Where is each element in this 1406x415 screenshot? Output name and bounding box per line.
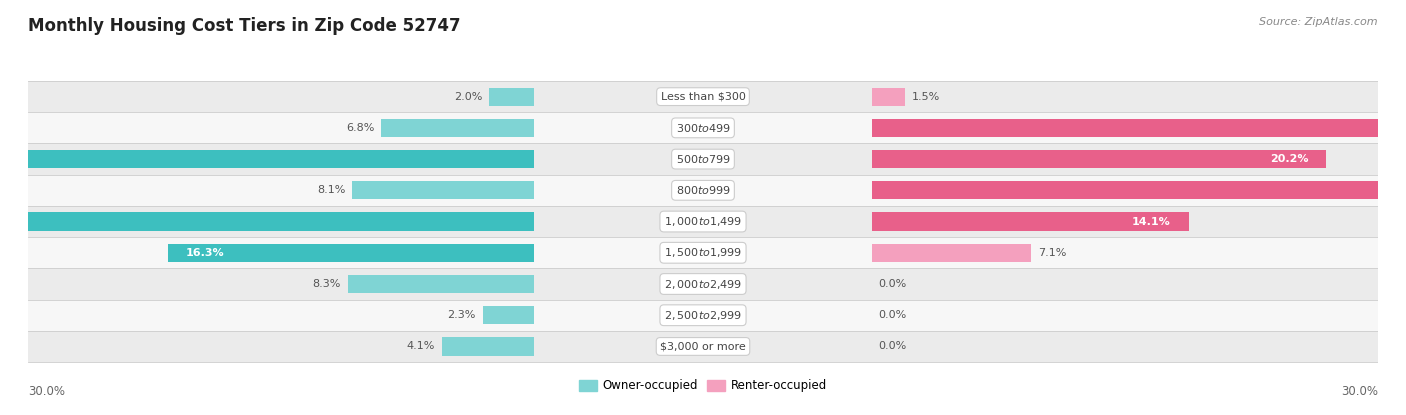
Text: 0.0%: 0.0%: [879, 342, 907, 352]
Bar: [352, 181, 534, 199]
Text: 7.1%: 7.1%: [1038, 248, 1067, 258]
Bar: [28, 81, 1378, 112]
Text: 0.0%: 0.0%: [879, 279, 907, 289]
Bar: [28, 300, 1378, 331]
Bar: [482, 306, 534, 324]
Bar: [872, 150, 1326, 168]
Text: 1.5%: 1.5%: [912, 92, 941, 102]
Bar: [872, 119, 1406, 137]
Text: $300 to $499: $300 to $499: [675, 122, 731, 134]
Text: Monthly Housing Cost Tiers in Zip Code 52747: Monthly Housing Cost Tiers in Zip Code 5…: [28, 17, 461, 34]
Bar: [28, 237, 1378, 269]
Bar: [489, 88, 534, 106]
Text: $2,500 to $2,999: $2,500 to $2,999: [664, 309, 742, 322]
Text: 25.2%: 25.2%: [0, 154, 24, 164]
Bar: [0, 150, 534, 168]
Text: 6.8%: 6.8%: [346, 123, 374, 133]
Text: 2.0%: 2.0%: [454, 92, 482, 102]
Bar: [28, 331, 1378, 362]
Text: $2,000 to $2,499: $2,000 to $2,499: [664, 278, 742, 290]
Text: 4.1%: 4.1%: [406, 342, 436, 352]
Bar: [167, 244, 534, 262]
Legend: Owner-occupied, Renter-occupied: Owner-occupied, Renter-occupied: [574, 375, 832, 397]
Bar: [28, 269, 1378, 300]
Text: 14.1%: 14.1%: [1132, 217, 1171, 227]
Bar: [347, 275, 534, 293]
Bar: [28, 206, 1378, 237]
Bar: [28, 112, 1378, 144]
Text: 8.3%: 8.3%: [312, 279, 340, 289]
Text: $1,000 to $1,499: $1,000 to $1,499: [664, 215, 742, 228]
Bar: [872, 88, 905, 106]
Text: Source: ZipAtlas.com: Source: ZipAtlas.com: [1260, 17, 1378, 27]
Bar: [872, 181, 1406, 199]
Bar: [381, 119, 534, 137]
Text: 30.0%: 30.0%: [1341, 386, 1378, 398]
Bar: [28, 144, 1378, 175]
Text: 16.3%: 16.3%: [186, 248, 224, 258]
Text: $800 to $999: $800 to $999: [675, 184, 731, 196]
Bar: [0, 212, 534, 231]
Bar: [872, 212, 1189, 231]
Text: 25.3%: 25.3%: [1385, 186, 1406, 195]
Text: 8.1%: 8.1%: [316, 186, 346, 195]
Bar: [441, 337, 534, 356]
Text: 20.2%: 20.2%: [1270, 154, 1308, 164]
Bar: [872, 244, 1032, 262]
Text: $3,000 or more: $3,000 or more: [661, 342, 745, 352]
Text: $1,500 to $1,999: $1,500 to $1,999: [664, 246, 742, 259]
Bar: [28, 175, 1378, 206]
Text: 0.0%: 0.0%: [879, 310, 907, 320]
Text: 30.0%: 30.0%: [28, 386, 65, 398]
Text: 2.3%: 2.3%: [447, 310, 475, 320]
Text: Less than $300: Less than $300: [661, 92, 745, 102]
Text: $500 to $799: $500 to $799: [675, 153, 731, 165]
